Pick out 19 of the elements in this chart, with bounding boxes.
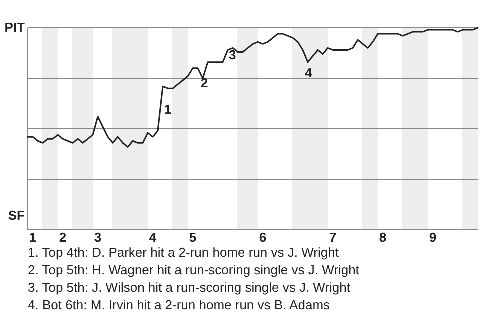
- annotation: 1: [164, 102, 172, 117]
- annotation: 3: [229, 47, 236, 62]
- x-tick-label: 5: [189, 230, 197, 245]
- text: 4. Bot 6th: M. Irvin hit a 2-run home run vs B. Adams: [28, 298, 331, 312]
- x-tick-label: 9: [429, 230, 437, 245]
- text: 2. Top 5th: H. Wagner hit a run-scoring single vs J. Wright: [28, 262, 360, 278]
- text: 1. Top 4th: D. Parker hit a 2-run home run vs J. Wright: [28, 245, 340, 260]
- text: PIT: [4, 20, 26, 35]
- text: SF: [8, 208, 26, 223]
- x-tick-label: 2: [59, 230, 67, 245]
- x-tick-label: 7: [329, 230, 337, 245]
- text: 3. Top 5th: J. Wilson hit a run-scoring single vs J. Wright: [28, 280, 351, 295]
- annotation: 4: [305, 65, 313, 80]
- x-tick-label: 8: [379, 230, 387, 245]
- annotation: 2: [201, 76, 208, 91]
- x-tick-label: 1: [29, 230, 37, 245]
- x-tick-label: 6: [259, 230, 267, 245]
- x-tick-label: 4: [149, 230, 158, 245]
- x-tick-label: 3: [94, 230, 102, 245]
